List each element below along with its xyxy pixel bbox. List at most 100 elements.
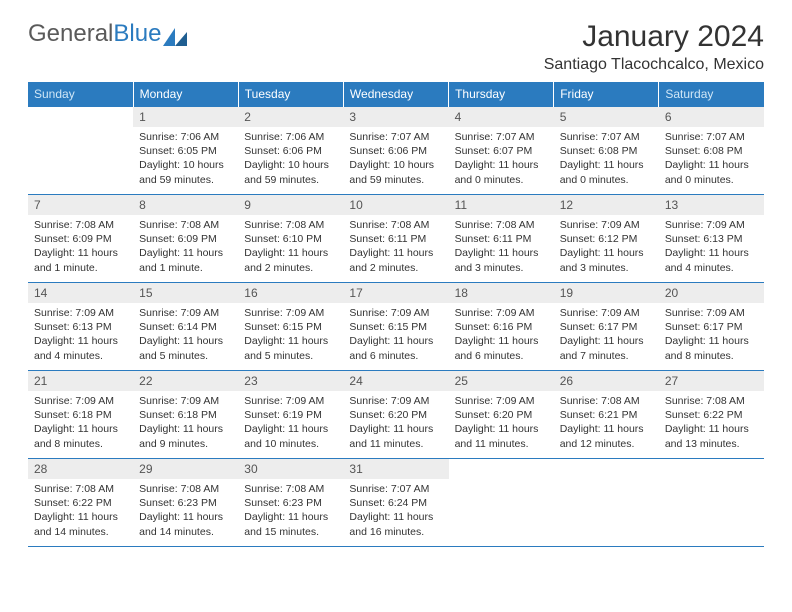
weekday-header: Saturday <box>659 82 764 107</box>
day-details: Sunrise: 7:07 AMSunset: 6:07 PMDaylight:… <box>449 127 554 191</box>
day-details: Sunrise: 7:08 AMSunset: 6:23 PMDaylight:… <box>238 479 343 543</box>
day-number: 22 <box>133 371 238 391</box>
day-details: Sunrise: 7:09 AMSunset: 6:13 PMDaylight:… <box>659 215 764 279</box>
day-details: Sunrise: 7:09 AMSunset: 6:19 PMDaylight:… <box>238 391 343 455</box>
day-number: 6 <box>659 107 764 127</box>
day-number: 12 <box>554 195 659 215</box>
day-number: 5 <box>554 107 659 127</box>
calendar-cell: 28Sunrise: 7:08 AMSunset: 6:22 PMDayligh… <box>28 459 133 547</box>
day-details: Sunrise: 7:09 AMSunset: 6:18 PMDaylight:… <box>28 391 133 455</box>
day-number: 9 <box>238 195 343 215</box>
day-number: 28 <box>28 459 133 479</box>
day-details: Sunrise: 7:09 AMSunset: 6:13 PMDaylight:… <box>28 303 133 367</box>
calendar-cell: 10Sunrise: 7:08 AMSunset: 6:11 PMDayligh… <box>343 195 448 283</box>
calendar-cell: 12Sunrise: 7:09 AMSunset: 6:12 PMDayligh… <box>554 195 659 283</box>
calendar-cell: 31Sunrise: 7:07 AMSunset: 6:24 PMDayligh… <box>343 459 448 547</box>
day-number: 21 <box>28 371 133 391</box>
day-number: 18 <box>449 283 554 303</box>
day-details: Sunrise: 7:07 AMSunset: 6:08 PMDaylight:… <box>659 127 764 191</box>
day-number: 23 <box>238 371 343 391</box>
calendar-cell: 25Sunrise: 7:09 AMSunset: 6:20 PMDayligh… <box>449 371 554 459</box>
day-details: Sunrise: 7:08 AMSunset: 6:22 PMDaylight:… <box>28 479 133 543</box>
title-block: January 2024 Santiago Tlacochcalco, Mexi… <box>544 20 764 74</box>
day-number: 10 <box>343 195 448 215</box>
day-details: Sunrise: 7:08 AMSunset: 6:11 PMDaylight:… <box>449 215 554 279</box>
calendar-cell: 7Sunrise: 7:08 AMSunset: 6:09 PMDaylight… <box>28 195 133 283</box>
calendar-cell: 14Sunrise: 7:09 AMSunset: 6:13 PMDayligh… <box>28 283 133 371</box>
day-number: 7 <box>28 195 133 215</box>
calendar-row: 14Sunrise: 7:09 AMSunset: 6:13 PMDayligh… <box>28 283 764 371</box>
logo-part1: General <box>28 20 113 47</box>
day-details: Sunrise: 7:08 AMSunset: 6:09 PMDaylight:… <box>133 215 238 279</box>
day-details: Sunrise: 7:06 AMSunset: 6:06 PMDaylight:… <box>238 127 343 191</box>
calendar-cell: 18Sunrise: 7:09 AMSunset: 6:16 PMDayligh… <box>449 283 554 371</box>
location: Santiago Tlacochcalco, Mexico <box>544 56 764 74</box>
calendar-cell: 27Sunrise: 7:08 AMSunset: 6:22 PMDayligh… <box>659 371 764 459</box>
day-details: Sunrise: 7:08 AMSunset: 6:11 PMDaylight:… <box>343 215 448 279</box>
day-number: 14 <box>28 283 133 303</box>
weekday-header: Friday <box>554 82 659 107</box>
day-details: Sunrise: 7:08 AMSunset: 6:22 PMDaylight:… <box>659 391 764 455</box>
day-number: 11 <box>449 195 554 215</box>
day-details: Sunrise: 7:09 AMSunset: 6:15 PMDaylight:… <box>238 303 343 367</box>
day-details: Sunrise: 7:09 AMSunset: 6:16 PMDaylight:… <box>449 303 554 367</box>
calendar-cell: 30Sunrise: 7:08 AMSunset: 6:23 PMDayligh… <box>238 459 343 547</box>
day-details: Sunrise: 7:09 AMSunset: 6:15 PMDaylight:… <box>343 303 448 367</box>
calendar-table: Sunday Monday Tuesday Wednesday Thursday… <box>28 82 764 547</box>
calendar-cell: 23Sunrise: 7:09 AMSunset: 6:19 PMDayligh… <box>238 371 343 459</box>
day-details: Sunrise: 7:08 AMSunset: 6:21 PMDaylight:… <box>554 391 659 455</box>
calendar-cell: 13Sunrise: 7:09 AMSunset: 6:13 PMDayligh… <box>659 195 764 283</box>
day-details: Sunrise: 7:09 AMSunset: 6:18 PMDaylight:… <box>133 391 238 455</box>
day-details: Sunrise: 7:09 AMSunset: 6:17 PMDaylight:… <box>554 303 659 367</box>
day-number: 30 <box>238 459 343 479</box>
day-number: 27 <box>659 371 764 391</box>
calendar-cell: 29Sunrise: 7:08 AMSunset: 6:23 PMDayligh… <box>133 459 238 547</box>
calendar-cell: 4Sunrise: 7:07 AMSunset: 6:07 PMDaylight… <box>449 107 554 195</box>
calendar-cell: 5Sunrise: 7:07 AMSunset: 6:08 PMDaylight… <box>554 107 659 195</box>
calendar-row: 28Sunrise: 7:08 AMSunset: 6:22 PMDayligh… <box>28 459 764 547</box>
calendar-cell: 6Sunrise: 7:07 AMSunset: 6:08 PMDaylight… <box>659 107 764 195</box>
calendar-cell <box>28 107 133 195</box>
calendar-cell: 15Sunrise: 7:09 AMSunset: 6:14 PMDayligh… <box>133 283 238 371</box>
calendar-cell: 20Sunrise: 7:09 AMSunset: 6:17 PMDayligh… <box>659 283 764 371</box>
day-details: Sunrise: 7:09 AMSunset: 6:12 PMDaylight:… <box>554 215 659 279</box>
day-details: Sunrise: 7:06 AMSunset: 6:05 PMDaylight:… <box>133 127 238 191</box>
day-number: 20 <box>659 283 764 303</box>
calendar-row: 1Sunrise: 7:06 AMSunset: 6:05 PMDaylight… <box>28 107 764 195</box>
day-details: Sunrise: 7:09 AMSunset: 6:14 PMDaylight:… <box>133 303 238 367</box>
calendar-cell: 19Sunrise: 7:09 AMSunset: 6:17 PMDayligh… <box>554 283 659 371</box>
weekday-header: Sunday <box>28 82 133 107</box>
day-details: Sunrise: 7:07 AMSunset: 6:06 PMDaylight:… <box>343 127 448 191</box>
weekday-header: Tuesday <box>238 82 343 107</box>
logo-part2: Blue <box>113 20 161 47</box>
header: GeneralBlue January 2024 Santiago Tlacoc… <box>28 20 764 74</box>
day-number: 25 <box>449 371 554 391</box>
calendar-cell: 21Sunrise: 7:09 AMSunset: 6:18 PMDayligh… <box>28 371 133 459</box>
calendar-cell: 1Sunrise: 7:06 AMSunset: 6:05 PMDaylight… <box>133 107 238 195</box>
calendar-cell: 8Sunrise: 7:08 AMSunset: 6:09 PMDaylight… <box>133 195 238 283</box>
day-details: Sunrise: 7:09 AMSunset: 6:20 PMDaylight:… <box>449 391 554 455</box>
day-details: Sunrise: 7:07 AMSunset: 6:24 PMDaylight:… <box>343 479 448 543</box>
day-number: 2 <box>238 107 343 127</box>
day-details: Sunrise: 7:09 AMSunset: 6:17 PMDaylight:… <box>659 303 764 367</box>
weekday-header-row: Sunday Monday Tuesday Wednesday Thursday… <box>28 82 764 107</box>
day-details: Sunrise: 7:08 AMSunset: 6:23 PMDaylight:… <box>133 479 238 543</box>
calendar-cell: 16Sunrise: 7:09 AMSunset: 6:15 PMDayligh… <box>238 283 343 371</box>
calendar-row: 21Sunrise: 7:09 AMSunset: 6:18 PMDayligh… <box>28 371 764 459</box>
weekday-header: Thursday <box>449 82 554 107</box>
day-details: Sunrise: 7:08 AMSunset: 6:10 PMDaylight:… <box>238 215 343 279</box>
day-details: Sunrise: 7:07 AMSunset: 6:08 PMDaylight:… <box>554 127 659 191</box>
day-number: 26 <box>554 371 659 391</box>
calendar-cell: 9Sunrise: 7:08 AMSunset: 6:10 PMDaylight… <box>238 195 343 283</box>
logo: GeneralBlue <box>28 20 187 48</box>
calendar-row: 7Sunrise: 7:08 AMSunset: 6:09 PMDaylight… <box>28 195 764 283</box>
logo-mark-icon <box>163 26 187 46</box>
calendar-cell <box>659 459 764 547</box>
day-number: 29 <box>133 459 238 479</box>
calendar-cell: 17Sunrise: 7:09 AMSunset: 6:15 PMDayligh… <box>343 283 448 371</box>
day-number: 15 <box>133 283 238 303</box>
calendar-cell: 22Sunrise: 7:09 AMSunset: 6:18 PMDayligh… <box>133 371 238 459</box>
day-number: 24 <box>343 371 448 391</box>
day-number: 1 <box>133 107 238 127</box>
weekday-header: Wednesday <box>343 82 448 107</box>
